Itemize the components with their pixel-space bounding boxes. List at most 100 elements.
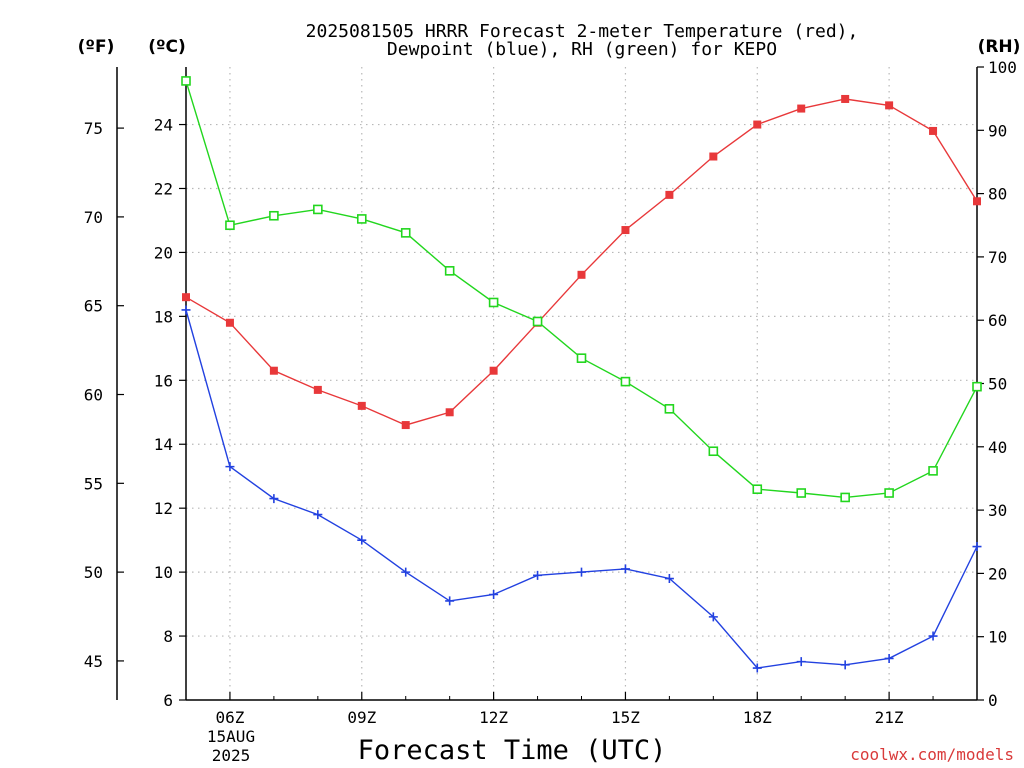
series-point-2 xyxy=(356,214,367,224)
celsius-tick-label: 12 xyxy=(154,499,173,518)
series-point-2 xyxy=(576,353,587,363)
rh-tick-label: 50 xyxy=(988,375,1007,394)
series-point-2 xyxy=(181,76,191,86)
x-tick-label: 12Z xyxy=(479,708,508,727)
series-point-0 xyxy=(313,385,322,394)
series-point-2 xyxy=(796,488,807,498)
series-point-2 xyxy=(225,220,235,231)
celsius-tick-label: 20 xyxy=(154,243,173,262)
series-point-2 xyxy=(488,297,499,308)
series-point-0 xyxy=(445,408,454,417)
rh-tick-label: 30 xyxy=(988,501,1007,520)
series-point-2 xyxy=(928,466,938,476)
series-point-2 xyxy=(444,266,455,276)
celsius-tick-label: 10 xyxy=(154,563,173,582)
series-point-0 xyxy=(753,120,762,129)
series-point-0 xyxy=(182,293,190,302)
fahrenheit-tick-label: 70 xyxy=(84,208,103,227)
series-point-1 xyxy=(620,564,630,574)
series-point-2 xyxy=(664,404,675,414)
series-point-2 xyxy=(532,316,543,327)
rh-tick-label: 60 xyxy=(988,311,1007,330)
fahrenheit-axis-unit: (ºF) xyxy=(78,37,115,57)
date-label-line-1: 15AUG xyxy=(207,727,255,746)
series-point-2 xyxy=(269,210,279,221)
fahrenheit-tick-label: 60 xyxy=(84,386,103,405)
series-point-1 xyxy=(796,657,806,667)
series-point-1 xyxy=(269,494,279,504)
fahrenheit-tick-label: 45 xyxy=(84,652,103,671)
credit-text: coolwx.com/models xyxy=(850,745,1014,764)
celsius-tick-label: 6 xyxy=(163,691,173,710)
series-point-0 xyxy=(665,190,674,199)
rh-tick-label: 90 xyxy=(988,121,1007,140)
chart-title: 2025081505 HRRR Forecast 2-meter Tempera… xyxy=(306,21,859,42)
series-point-0 xyxy=(489,366,498,375)
celsius-tick-label: 14 xyxy=(154,435,173,454)
rh-tick-label: 40 xyxy=(988,438,1007,457)
series-point-1 xyxy=(708,612,718,622)
x-axis-title: Forecast Time (UTC) xyxy=(358,735,667,766)
fahrenheit-tick-label: 75 xyxy=(84,119,103,138)
rh-tick-label: 80 xyxy=(988,185,1007,204)
series-point-2 xyxy=(708,446,719,457)
series-point-0 xyxy=(797,104,806,113)
series-point-1 xyxy=(445,596,455,606)
rh-tick-label: 10 xyxy=(988,628,1007,647)
series-point-0 xyxy=(269,366,278,375)
x-tick-label: 21Z xyxy=(875,708,904,727)
series-point-1 xyxy=(225,462,235,472)
series-point-1 xyxy=(752,663,762,673)
series-layer xyxy=(181,76,982,673)
series-point-1 xyxy=(489,590,499,599)
series-point-2 xyxy=(972,381,982,392)
celsius-tick-label: 24 xyxy=(154,116,173,135)
series-point-0 xyxy=(577,270,586,279)
series-line-1 xyxy=(185,309,978,669)
celsius-tick-label: 22 xyxy=(154,179,173,198)
series-point-0 xyxy=(841,94,850,103)
series-point-1 xyxy=(577,567,586,577)
series-point-1 xyxy=(840,660,850,670)
celsius-tick-label: 16 xyxy=(154,371,173,390)
series-point-2 xyxy=(620,376,631,387)
series-point-2 xyxy=(884,488,894,498)
series-point-0 xyxy=(401,421,410,430)
celsius-axis-unit: (ºC) xyxy=(148,37,186,57)
series-point-1 xyxy=(884,653,894,663)
rh-axis-unit: (RH) xyxy=(978,37,1021,57)
date-label-line-2: 2025 xyxy=(212,746,251,765)
rh-tick-label: 0 xyxy=(988,691,998,710)
series-point-1 xyxy=(972,542,982,552)
series-point-1 xyxy=(664,574,674,584)
series-point-2 xyxy=(313,204,323,215)
series-point-0 xyxy=(225,318,234,327)
tick-labels-layer: 6 8 10 12 14 16 18 20 22 24 45 50 55 60 65 70 75 0 10 20 30 4… xyxy=(84,58,1017,727)
series-point-2 xyxy=(752,484,763,495)
series-point-0 xyxy=(709,152,718,161)
series-point-1 xyxy=(181,305,191,315)
series-line-0 xyxy=(185,98,978,426)
x-tick-label: 15Z xyxy=(611,708,640,727)
chart-subtitle: Dewpoint (blue), RH (green) for KEPO xyxy=(387,39,777,60)
series-point-2 xyxy=(840,492,850,503)
axes-layer xyxy=(116,66,984,701)
series-point-1 xyxy=(313,510,323,520)
series-point-1 xyxy=(357,535,367,545)
x-tick-label: 18Z xyxy=(743,708,772,727)
series-point-2 xyxy=(400,228,411,238)
fahrenheit-tick-label: 65 xyxy=(84,297,103,316)
celsius-tick-label: 8 xyxy=(163,627,173,646)
series-line-2 xyxy=(185,80,978,499)
series-point-0 xyxy=(885,101,894,110)
series-point-1 xyxy=(928,631,938,641)
rh-tick-label: 20 xyxy=(988,564,1007,583)
fahrenheit-tick-label: 55 xyxy=(84,474,103,493)
x-tick-label: 09Z xyxy=(347,708,376,727)
x-tick-label: 06Z xyxy=(215,708,244,727)
fahrenheit-tick-label: 50 xyxy=(84,563,103,582)
celsius-tick-label: 18 xyxy=(154,307,173,326)
series-point-0 xyxy=(357,401,366,410)
series-point-0 xyxy=(973,197,981,206)
